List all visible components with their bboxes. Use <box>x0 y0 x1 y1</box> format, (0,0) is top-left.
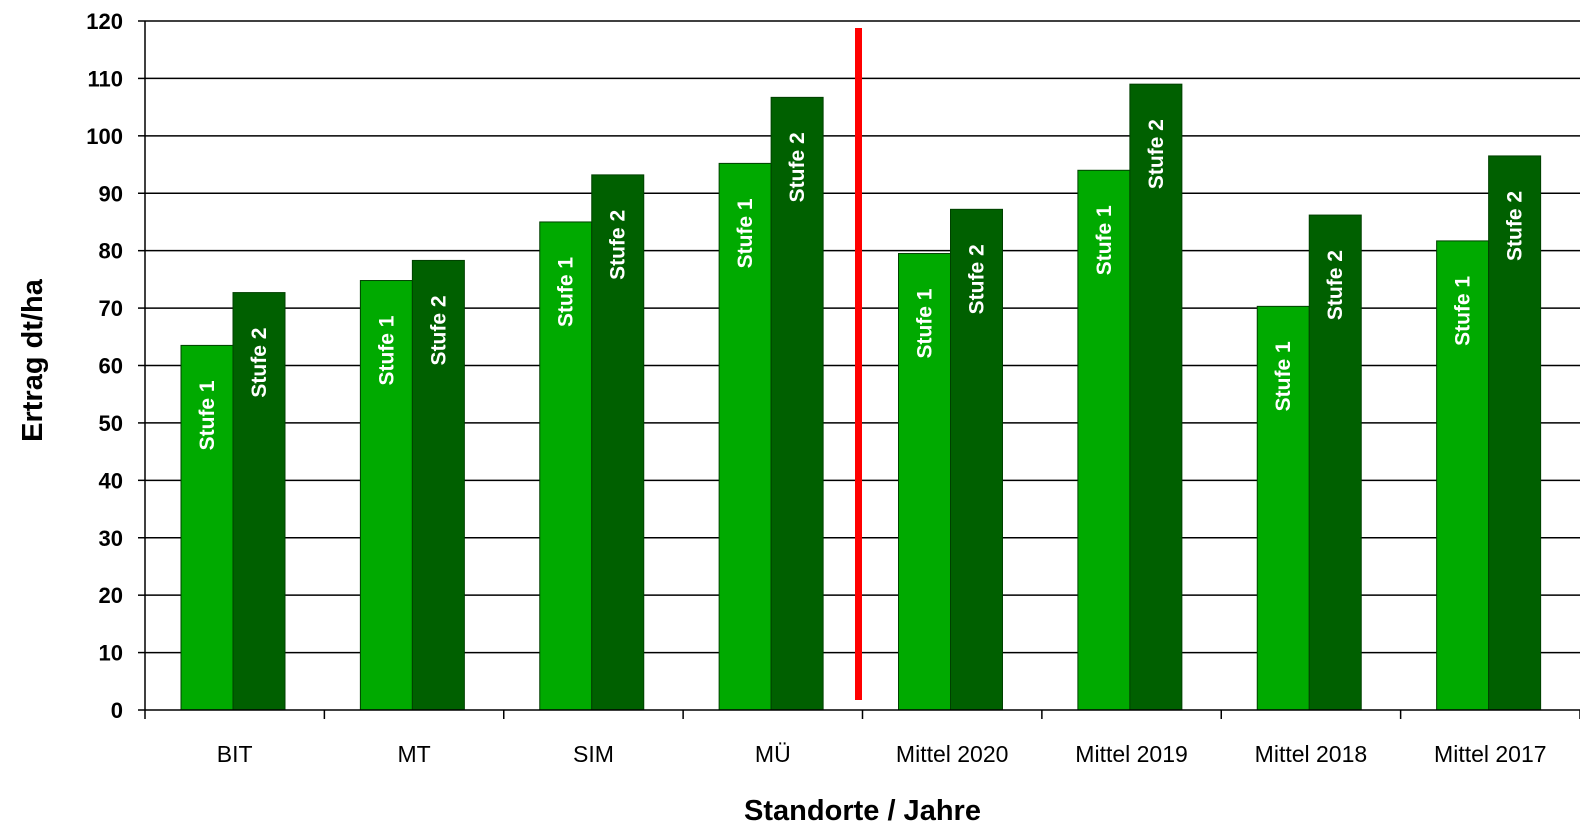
y-tick-label: 20 <box>99 583 123 608</box>
x-category-label: Mittel 2020 <box>896 741 1009 767</box>
bar-series-label: Stufe 1 <box>555 257 578 327</box>
bar-1 <box>898 253 951 711</box>
y-tick-label: 80 <box>99 239 123 264</box>
bar-2 <box>411 259 465 711</box>
y-tick-label: 30 <box>99 526 123 551</box>
y-tick-label: 40 <box>99 468 123 493</box>
x-category-label: Mittel 2018 <box>1255 741 1368 767</box>
bar-1 <box>359 280 413 711</box>
bars <box>180 83 1542 711</box>
bar-1 <box>718 162 772 711</box>
x-category-label: SIM <box>573 741 614 767</box>
bar-2 <box>950 208 1003 711</box>
bar-series-label: Stufe 1 <box>734 198 757 268</box>
bar-series-label: Stufe 1 <box>1272 341 1295 411</box>
y-tick-label: 120 <box>86 9 123 34</box>
bar-2 <box>1488 155 1542 711</box>
x-category-label: BIT <box>217 741 253 767</box>
y-tick-label: 110 <box>88 66 124 91</box>
labels: 0 10 20 30 40 50 60 70 80 90 100 110 120 Stufe 1 Stufe… <box>86 9 1546 767</box>
x-category-label: Mittel 2017 <box>1434 741 1547 767</box>
bar-series-label: Stufe 1 <box>1093 205 1116 275</box>
y-tick-label: 70 <box>99 296 123 321</box>
y-tick-label: 100 <box>86 124 123 149</box>
bar-1 <box>180 344 234 711</box>
bar-2 <box>232 292 286 711</box>
x-axis-title: Standorte / Jahre <box>744 795 981 827</box>
y-tick-label: 50 <box>99 411 123 436</box>
y-axis-title: Ertrag dt/ha <box>17 278 49 442</box>
bar-series-label: Stufe 2 <box>966 244 989 314</box>
bar-2 <box>1308 214 1362 711</box>
y-tick-label: 0 <box>111 698 123 723</box>
bar-series-label: Stufe 2 <box>1504 191 1527 261</box>
bar-series-label: Stufe 2 <box>1324 250 1347 320</box>
bar-series-label: Stufe 2 <box>607 210 630 280</box>
y-tick-label: 10 <box>99 641 123 666</box>
bar-series-label: Stufe 1 <box>1452 276 1475 346</box>
bar-series-label: Stufe 2 <box>1145 119 1168 189</box>
x-category-label: MÜ <box>755 741 791 767</box>
axes <box>138 20 1580 719</box>
bar-series-label: Stufe 2 <box>248 328 271 398</box>
bar-series-label: Stufe 1 <box>196 380 219 450</box>
x-category-label: MT <box>397 741 430 767</box>
bar-1 <box>1077 169 1131 711</box>
y-tick-label: 60 <box>99 354 123 379</box>
bar-series-label: Stufe 2 <box>786 132 809 202</box>
bar-series-label: Stufe 1 <box>375 315 398 385</box>
bar-2 <box>770 96 824 711</box>
bar-series-label: Stufe 2 <box>427 295 450 365</box>
bar-2 <box>1129 83 1183 711</box>
bar-series-label: Stufe 1 <box>914 288 937 358</box>
y-tick-label: 90 <box>99 181 123 206</box>
x-category-label: Mittel 2019 <box>1075 741 1188 767</box>
